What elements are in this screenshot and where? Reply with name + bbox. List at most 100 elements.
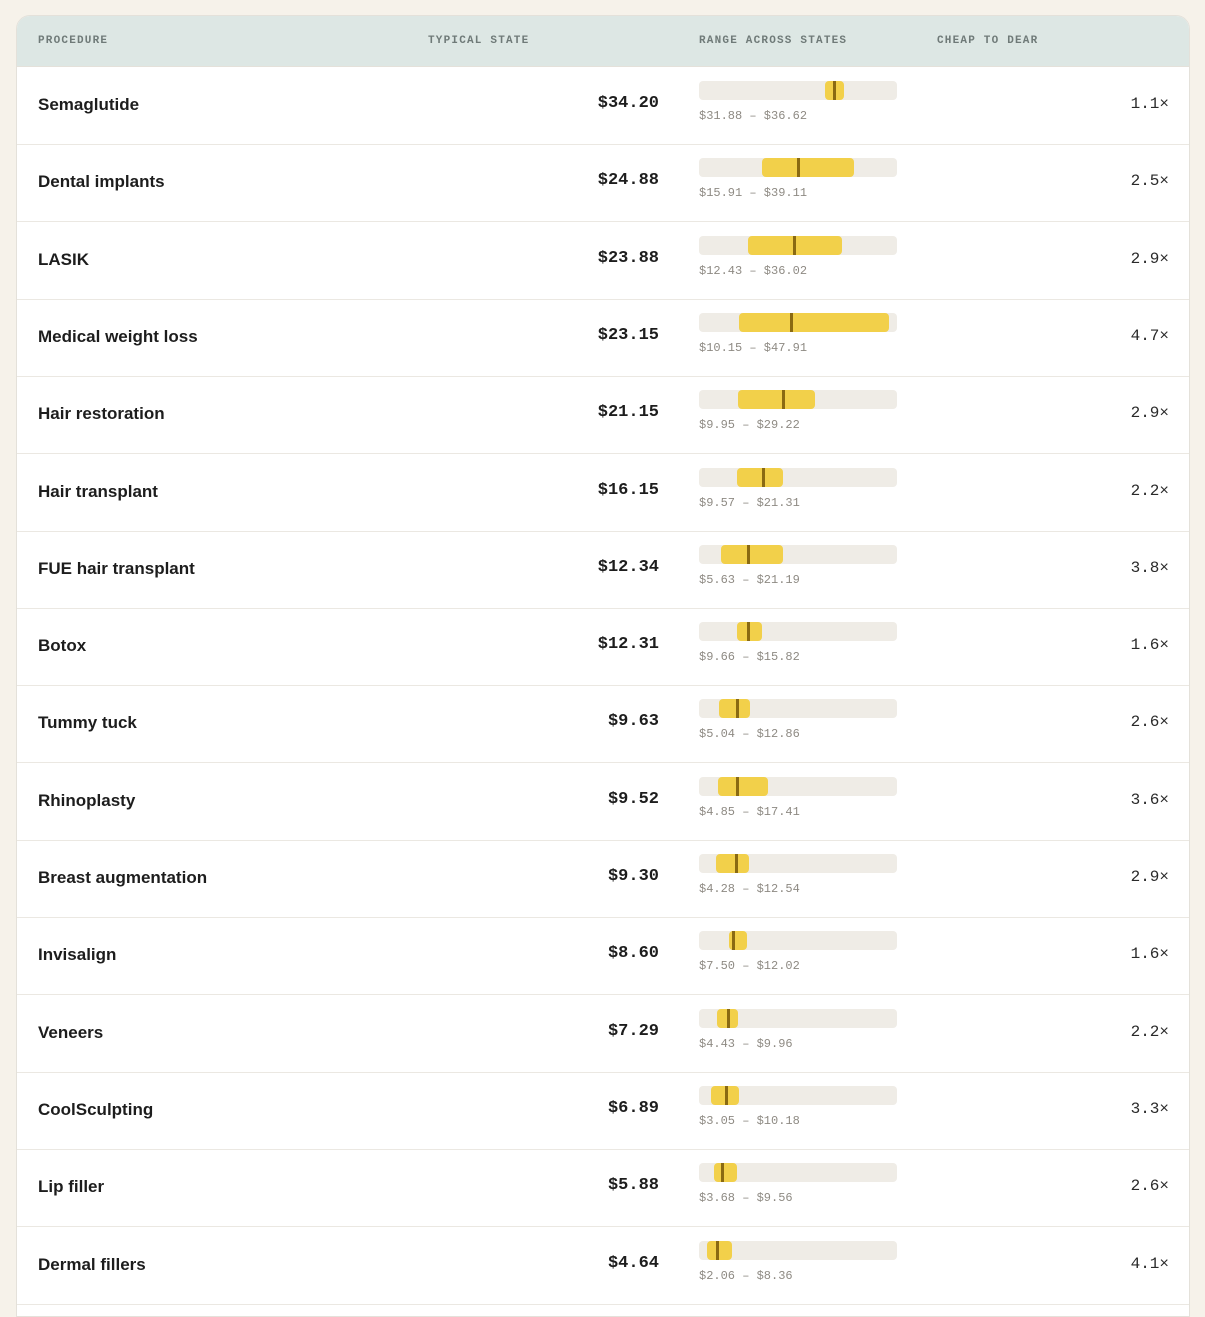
range-label: $9.95 – $29.22 <box>699 418 800 433</box>
cheap-to-dear-ratio: 3.6× <box>1130 790 1169 809</box>
typical-marker <box>792 235 796 255</box>
header-range-across-states[interactable]: RANGE ACROSS STATES <box>699 35 848 47</box>
typical-marker <box>725 1085 729 1105</box>
range-label: $7.50 – $12.02 <box>699 959 800 974</box>
range-track <box>699 699 897 719</box>
table-row[interactable]: Dermal fillers $4.64 $2.06 – $8.36 4.1× <box>17 1227 1189 1305</box>
typical-marker <box>746 544 750 564</box>
range-label: $10.15 – $47.91 <box>699 340 808 355</box>
table-row[interactable]: Dental implants $24.88 $15.91 – $39.11 2.5× <box>17 144 1189 223</box>
table-row[interactable]: FUE hair transplant $12.34 $5.63 – $21.19 3… <box>17 531 1189 609</box>
range-track <box>699 544 897 564</box>
typical-state-value: $16.15 <box>597 480 659 500</box>
table-row[interactable]: Semaglutide $34.20 $31.88 – $36.62 1.1× <box>17 67 1189 145</box>
range-bar <box>718 776 768 796</box>
cheap-to-dear-ratio: 3.8× <box>1130 558 1169 577</box>
header-procedure[interactable]: PROCEDURE <box>38 35 109 47</box>
range-track <box>699 1163 897 1183</box>
typical-state-value: $23.15 <box>597 325 659 345</box>
cheap-to-dear-ratio: 3.3× <box>1130 1099 1169 1118</box>
range-label: $9.66 – $15.82 <box>699 650 800 665</box>
range-track <box>699 1008 897 1028</box>
procedure-name: Hair restoration <box>38 404 165 424</box>
table-row[interactable]: Hair restoration $21.15 $9.95 – $29.22 2.9× <box>17 376 1189 455</box>
range-label: $15.91 – $39.11 <box>699 186 808 201</box>
procedure-name: CoolSculpting <box>38 1099 154 1119</box>
procedure-name: Rhinoplasty <box>38 790 136 810</box>
table-row[interactable]: Rhinoplasty $9.52 $4.85 – $17.41 3.6× <box>17 763 1189 841</box>
procedure-price-table: PROCEDURE TYPICAL STATE RANGE ACROSS STA… <box>16 15 1190 1317</box>
table-row[interactable]: Invisalign $8.60 $7.50 – $12.02 1.6× <box>17 917 1189 996</box>
typical-state-value: $21.15 <box>597 403 659 423</box>
procedure-name: Botox <box>38 636 87 656</box>
typical-marker <box>721 1163 725 1183</box>
range-bar <box>736 467 784 487</box>
range-label: $5.63 – $21.19 <box>699 572 800 587</box>
range-label: $3.05 – $10.18 <box>699 1113 800 1128</box>
typical-marker <box>833 81 837 100</box>
range-bar <box>739 312 889 332</box>
typical-state-value: $9.52 <box>607 789 659 809</box>
range-label: $4.43 – $9.96 <box>699 1036 793 1051</box>
table-row[interactable]: Tummy tuck $9.63 $5.04 – $12.86 2.6× <box>17 685 1189 764</box>
range-track <box>699 622 897 642</box>
cheap-to-dear-ratio: 2.6× <box>1130 713 1169 732</box>
table-row[interactable]: Hair transplant $16.15 $9.57 – $21.31 2.2× <box>17 454 1189 532</box>
cheap-to-dear-ratio: 2.6× <box>1130 1177 1169 1196</box>
range-label: $3.68 – $9.56 <box>699 1191 793 1206</box>
typical-state-value: $24.88 <box>597 171 659 191</box>
table-row[interactable]: Lip filler $5.88 $3.68 – $9.56 2.6× <box>17 1149 1189 1228</box>
range-track <box>699 931 897 951</box>
range-track <box>699 235 897 255</box>
range-bar <box>711 1085 740 1105</box>
cheap-to-dear-ratio: 2.2× <box>1130 1022 1169 1041</box>
range-label: $4.85 – $17.41 <box>699 804 800 819</box>
table-row[interactable]: CoolSculpting $6.89 $3.05 – $10.18 3.3× <box>17 1072 1189 1150</box>
procedure-name: LASIK <box>38 249 89 269</box>
cheap-to-dear-ratio: 4.1× <box>1130 1254 1169 1273</box>
range-label: $31.88 – $36.62 <box>699 109 808 123</box>
procedure-name: Medical weight loss <box>38 326 198 346</box>
procedure-name: Invisalign <box>38 945 117 965</box>
procedure-name: Semaglutide <box>38 95 140 114</box>
typical-marker <box>761 467 765 487</box>
range-track <box>699 312 897 332</box>
table-row[interactable]: Medical weight loss $23.15 $10.15 – $47.91… <box>17 299 1189 377</box>
range-track <box>699 776 897 796</box>
cheap-to-dear-ratio: 2.2× <box>1130 481 1169 500</box>
typical-marker <box>736 699 740 719</box>
header-cheap-to-dear[interactable]: CHEAP TO DEAR <box>937 35 1039 47</box>
cheap-to-dear-ratio: 2.9× <box>1130 868 1169 886</box>
typical-state-value: $4.64 <box>607 1253 659 1273</box>
range-label: $5.04 – $12.86 <box>699 727 800 742</box>
range-track <box>699 390 897 410</box>
cheap-to-dear-ratio: 1.1× <box>1130 95 1169 113</box>
header-typical-state[interactable]: TYPICAL STATE <box>428 35 530 47</box>
procedure-name: Hair transplant <box>38 481 158 501</box>
procedure-name: Breast augmentation <box>38 868 208 887</box>
cheap-to-dear-ratio: 2.9× <box>1130 249 1169 268</box>
cheap-to-dear-ratio: 2.5× <box>1130 172 1169 191</box>
procedure-name: Veneers <box>38 1022 104 1042</box>
typical-state-value: $9.30 <box>607 867 659 886</box>
range-track <box>699 1085 897 1105</box>
typical-marker <box>735 776 739 796</box>
typical-marker <box>726 1008 730 1028</box>
range-track <box>699 467 897 487</box>
range-bar <box>762 158 854 178</box>
range-label: $9.57 – $21.31 <box>699 495 800 510</box>
typical-state-value: $7.29 <box>607 1021 659 1041</box>
table-row[interactable]: LASIK $23.88 $12.43 – $36.02 2.9× <box>17 222 1189 300</box>
table-row[interactable]: Botox $12.31 $9.66 – $15.82 1.6× <box>17 608 1189 687</box>
table-row[interactable]: Veneers $7.29 $4.43 – $9.96 2.2× <box>17 995 1189 1073</box>
typical-state-value: $12.34 <box>597 557 659 577</box>
range-label: $4.28 – $12.54 <box>699 882 800 896</box>
range-bar <box>721 544 783 564</box>
range-track <box>699 158 897 178</box>
cheap-to-dear-ratio: 1.6× <box>1130 636 1169 655</box>
range-track <box>699 1240 897 1260</box>
typical-marker <box>746 622 750 642</box>
procedure-name: Lip filler <box>38 1177 105 1197</box>
table-row[interactable]: Breast augmentation $9.30 $4.28 – $12.54 2.… <box>17 840 1189 918</box>
cheap-to-dear-ratio: 4.7× <box>1130 326 1169 345</box>
